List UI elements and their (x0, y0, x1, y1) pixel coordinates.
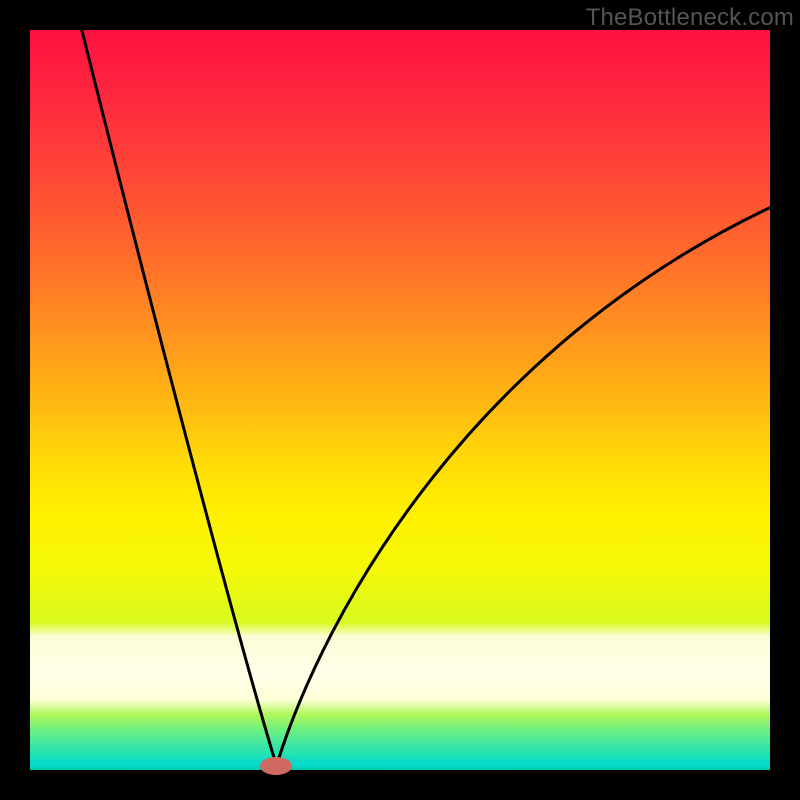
bottleneck-curve (30, 30, 770, 770)
watermark-text: TheBottleneck.com (586, 4, 794, 32)
plot-area (30, 30, 770, 770)
chart-frame: TheBottleneck.com (0, 0, 800, 800)
optimum-marker (260, 757, 292, 775)
